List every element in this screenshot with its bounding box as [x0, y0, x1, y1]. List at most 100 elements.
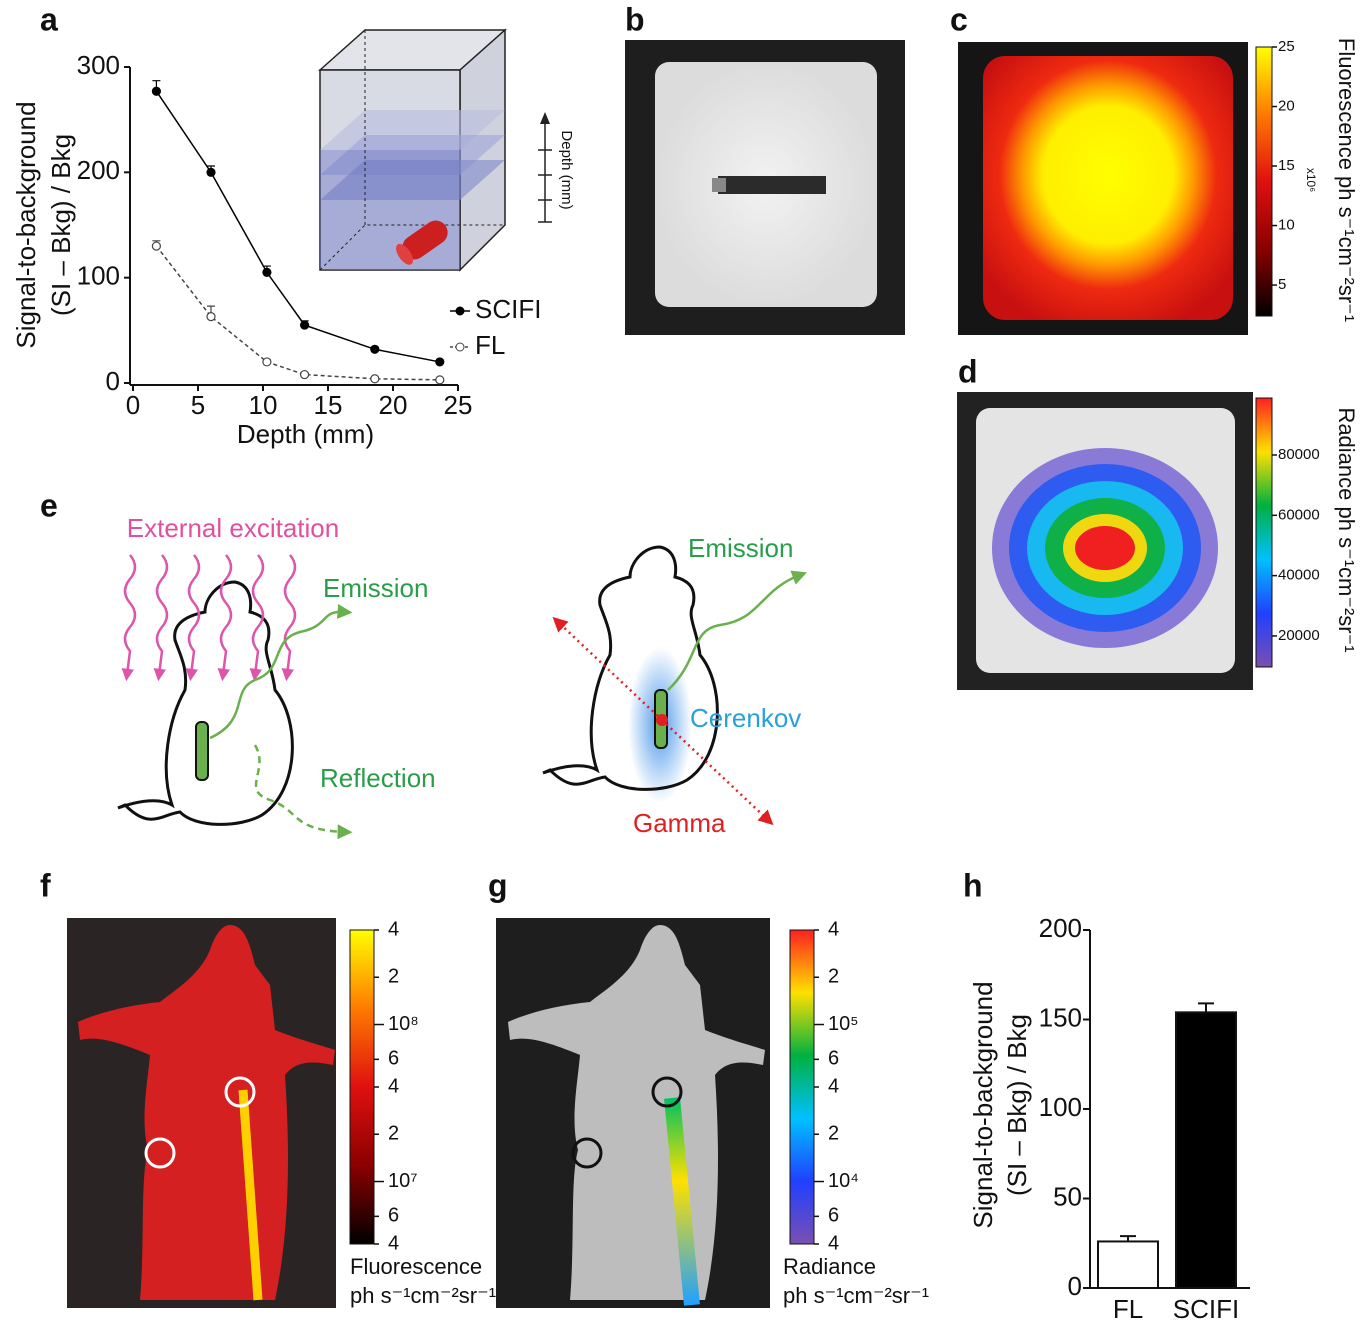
- colorbar-tick-label: 20: [1278, 97, 1295, 114]
- panel-label: d: [958, 353, 978, 389]
- colorbar-title: Radiance ph s⁻¹cm⁻²sr⁻¹: [1334, 407, 1359, 652]
- colorbar-tick-label: 2: [388, 1123, 399, 1145]
- colorbar-tick-label: 10⁷: [388, 1170, 417, 1192]
- colorbar-caption: ph s⁻¹cm⁻²sr⁻¹: [783, 1283, 929, 1308]
- colorbar-tick-label: 6: [828, 1048, 839, 1070]
- image-g: [496, 918, 770, 1308]
- colorbar-tick-label: 2: [828, 1123, 839, 1145]
- x-axis-label: Depth (mm): [237, 419, 374, 449]
- diagram-right: [543, 547, 800, 820]
- colorbar-tick-label: 6: [388, 1205, 399, 1227]
- x-tick-label: 10: [249, 390, 278, 420]
- colorbar-tick-label: 2: [828, 966, 839, 988]
- image-c: [958, 42, 1248, 335]
- colorbar-tick-label: 10⁸: [388, 1013, 419, 1035]
- colorbar-tick-label: 6: [828, 1205, 839, 1227]
- x-tick-label: 15: [314, 390, 343, 420]
- colorbar-tick-label: 4: [388, 1075, 399, 1097]
- image-d: [957, 392, 1253, 690]
- y-tick-label: 100: [77, 261, 120, 291]
- colorbar-tick-label: 60000: [1278, 506, 1320, 523]
- x-tick-label: 20: [379, 390, 408, 420]
- bar: [1176, 1012, 1236, 1288]
- colorbar-caption: Radiance: [783, 1254, 876, 1279]
- panel-label: c: [950, 1, 968, 37]
- panel-label: a: [40, 1, 58, 37]
- y-tick-label: 0: [106, 366, 120, 396]
- inset-cube: [320, 30, 552, 270]
- data-point: [436, 358, 444, 366]
- legend-label: FL: [475, 330, 505, 360]
- data-point: [263, 268, 271, 276]
- y-tick-label: 100: [1039, 1092, 1082, 1122]
- x-tick-label: 0: [126, 390, 140, 420]
- colorbar: [1256, 47, 1272, 316]
- data-point: [207, 168, 215, 176]
- diagram-label: Cerenkov: [690, 703, 801, 733]
- panel-label: h: [963, 867, 983, 903]
- colorbar-tick-label: 80000: [1278, 446, 1320, 463]
- colorbar-tick-label: 4: [388, 1232, 399, 1254]
- y-tick-label: 150: [1039, 1002, 1082, 1032]
- colorbar-tick-label: 5: [1278, 276, 1286, 293]
- colorbar-tick-label: 4: [828, 918, 839, 940]
- panel-label: g: [488, 867, 508, 903]
- colorbar-tick-label: 10⁴: [828, 1170, 859, 1192]
- diagram-label: Reflection: [320, 763, 436, 793]
- colorbar-tick-label: 40000: [1278, 567, 1320, 584]
- y-tick-label: 50: [1053, 1181, 1082, 1211]
- data-point: [301, 321, 309, 329]
- colorbar-tick-label: 6: [388, 1048, 399, 1070]
- data-point: [371, 375, 379, 383]
- colorbar-tick-label: 4: [828, 1075, 839, 1097]
- y-tick-label: 200: [1039, 913, 1082, 943]
- colorbar: [350, 930, 374, 1244]
- colorbar-tick-label: 4: [828, 1232, 839, 1254]
- colorbar-caption: ph s⁻¹cm⁻²sr⁻¹: [350, 1283, 496, 1308]
- colorbar-title: Fluorescence ph s⁻¹cm⁻²sr⁻¹: [1334, 38, 1359, 322]
- colorbar: [1256, 398, 1272, 667]
- colorbar-tick-label: 4: [388, 918, 399, 940]
- inset-axis-label: Depth (mm): [558, 130, 575, 209]
- diagram-left: [118, 555, 345, 832]
- data-point: [371, 345, 379, 353]
- panel-label: b: [625, 1, 645, 37]
- data-point: [152, 87, 160, 95]
- colorbar-tick-label: 20000: [1278, 627, 1320, 644]
- colorbar-multiplier: x10⁶: [1304, 168, 1318, 192]
- data-point: [152, 242, 160, 250]
- diagram-label: Gamma: [633, 808, 726, 838]
- y-tick-label: 200: [77, 155, 120, 185]
- image-f: [67, 918, 336, 1308]
- diagram-label: Emission: [323, 573, 428, 603]
- colorbar-tick-label: 10⁵: [828, 1013, 859, 1035]
- legend-marker: [456, 307, 464, 315]
- data-point: [207, 313, 215, 321]
- figure: a b c d e f g h Depth (mm) External exci…: [0, 0, 1371, 1324]
- bar: [1098, 1241, 1158, 1288]
- data-point: [301, 371, 309, 379]
- colorbar-tick-label: 10: [1278, 217, 1295, 234]
- colorbar: [790, 930, 814, 1244]
- x-tick-label: FL: [1113, 1294, 1143, 1324]
- colorbar-caption: Fluorescence: [350, 1254, 482, 1279]
- y-axis-label: Signal-to-background: [11, 101, 41, 348]
- image-b: [625, 40, 905, 335]
- legend-marker: [456, 343, 464, 351]
- diagram-label: Emission: [688, 533, 793, 563]
- x-tick-label: 5: [191, 390, 205, 420]
- panel-label: f: [40, 867, 51, 903]
- error-bar: [1198, 1003, 1214, 1012]
- x-tick-label: SCIFI: [1173, 1294, 1239, 1324]
- x-tick-label: 25: [444, 390, 473, 420]
- data-point: [436, 376, 444, 384]
- colorbar-tick-label: 15: [1278, 157, 1295, 174]
- data-point: [263, 358, 271, 366]
- diagram-label: External excitation: [127, 513, 339, 543]
- y-tick-label: 300: [77, 50, 120, 80]
- colorbar-tick-label: 25: [1278, 38, 1295, 55]
- y-axis-label: (SI – Bkg) / Bkg: [46, 134, 76, 316]
- y-axis-label: Signal-to-background: [968, 981, 998, 1228]
- legend-label: SCIFI: [475, 294, 541, 324]
- panel-label: e: [40, 487, 58, 523]
